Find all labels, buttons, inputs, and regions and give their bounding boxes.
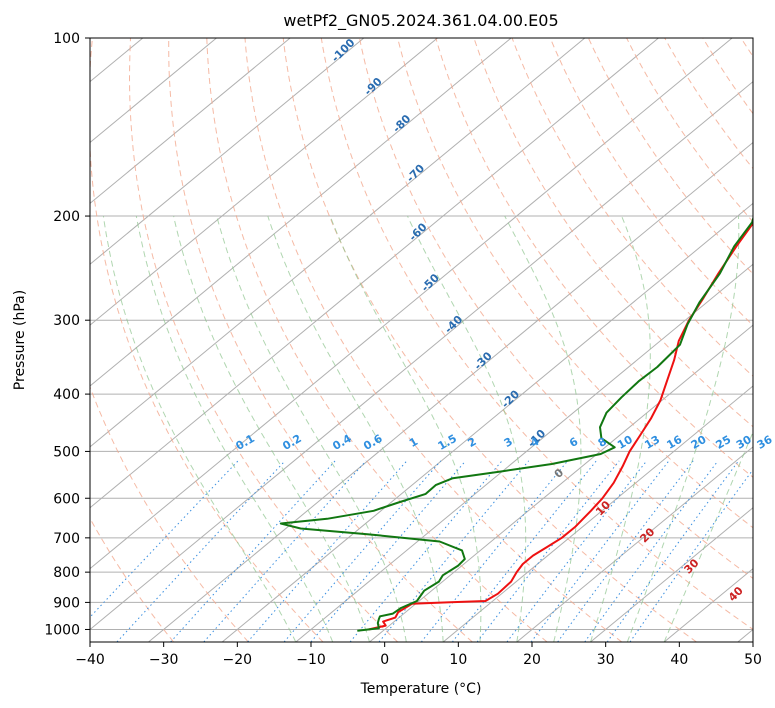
mixing-ratio-line — [116, 460, 286, 642]
y-tick-label: 1000 — [44, 622, 80, 638]
dry-adiabat-line — [128, 38, 399, 642]
isotherm-line — [148, 141, 753, 642]
y-tick-label: 300 — [53, 313, 80, 329]
isotherm-line — [221, 202, 753, 642]
isotherm-line — [90, 80, 753, 631]
plot-background — [90, 38, 753, 642]
x-tick-label: −40 — [75, 652, 105, 668]
dry-adiabat-line — [282, 38, 697, 642]
x-tick-label: 20 — [523, 652, 541, 668]
mixing-ratio-line — [170, 460, 336, 642]
x-tick-label: −20 — [223, 652, 253, 668]
dry-adiabat-line — [587, 38, 753, 275]
y-tick-label: 900 — [53, 595, 80, 611]
mixing-ratio-line — [203, 460, 367, 642]
moist-adiabat-line — [504, 215, 582, 642]
isotherm-line — [0, 38, 69, 642]
moist-adiabat-line — [267, 215, 444, 642]
isotherm-line — [90, 38, 438, 326]
moist-adiabat-line — [329, 215, 482, 642]
isotherm-line — [90, 38, 733, 570]
x-tick-label: −10 — [296, 652, 326, 668]
mixing-ratio-line — [584, 460, 719, 642]
dry-adiabat-line — [244, 38, 623, 642]
mixing-ratio-label: 36 — [755, 433, 775, 452]
mixing-ratio-line — [310, 460, 467, 642]
dry-adiabat-line — [511, 38, 753, 377]
isotherm-line — [90, 38, 586, 448]
x-tick-label: 0 — [380, 652, 389, 668]
mixing-ratio-line — [506, 460, 648, 642]
dry-adiabat-line — [320, 38, 753, 631]
isotherm-line — [90, 38, 291, 205]
isotherm-line — [90, 38, 365, 265]
mixing-ratio-line — [283, 460, 442, 642]
mixing-ratio-line — [420, 460, 569, 642]
mixing-ratio-line — [378, 460, 530, 642]
isotherm-line — [369, 324, 753, 642]
isotherm-line — [590, 507, 753, 642]
dewpoint-profile-line — [279, 215, 753, 632]
dry-adiabat-line — [206, 38, 548, 642]
x-tick-label: 50 — [744, 652, 762, 668]
mixing-ratio-line — [349, 460, 503, 642]
isotherm-line — [90, 38, 512, 387]
y-tick-label: 400 — [53, 387, 80, 403]
moist-adiabat-line — [407, 215, 527, 642]
x-tick-label: 30 — [597, 652, 615, 668]
dry-adiabat-line — [90, 517, 174, 642]
x-tick-label: −30 — [149, 652, 179, 668]
mixing-ratio-line — [530, 460, 670, 642]
moist-adiabat-line — [216, 215, 407, 642]
moist-adiabat-line — [135, 215, 334, 642]
mixing-ratio-line — [629, 468, 753, 642]
x-axis-label: Temperature (°C) — [360, 681, 482, 697]
dry-adiabat-line — [359, 38, 753, 579]
isotherm-line — [516, 446, 753, 642]
mixing-ratio-line — [606, 460, 740, 642]
dry-adiabat-line — [397, 38, 753, 529]
background-lines — [0, 38, 753, 642]
moist-adiabat-line — [626, 215, 740, 642]
moist-adiabat-line — [102, 215, 297, 642]
y-tick-label: 800 — [53, 565, 80, 581]
y-tick-label: 200 — [53, 209, 80, 225]
profile-lines — [279, 215, 753, 632]
y-tick-label: 100 — [53, 31, 80, 47]
isotherm-line — [90, 38, 217, 144]
plot-frame — [89, 37, 754, 643]
y-tick-label: 500 — [53, 444, 80, 460]
dry-adiabat-line — [168, 38, 473, 642]
moist-adiabat-line — [590, 215, 651, 642]
x-tick-label: 10 — [449, 652, 467, 668]
mixing-ratio-line — [90, 460, 239, 618]
isotherm-line — [442, 385, 753, 642]
moist-adiabat-line — [173, 215, 370, 642]
mixing-ratio-line — [557, 460, 694, 642]
isotherm-line — [90, 38, 659, 509]
dry-adiabat-line — [664, 38, 753, 170]
x-tick-label: 40 — [670, 652, 688, 668]
dry-adiabat-line — [90, 38, 324, 642]
temperature-profile-line — [368, 221, 753, 631]
chart-title: wetPf2_GN05.2024.361.04.00.E05 — [283, 11, 558, 31]
y-axis-label: Pressure (hPa) — [12, 290, 28, 390]
dry-adiabat-line — [435, 38, 753, 478]
moist-adiabat-line — [663, 430, 753, 642]
y-tick-label: 700 — [53, 531, 80, 547]
y-tick-label: 600 — [53, 491, 80, 507]
axis-ticks: −40 −30 −20 −10 0 10 20 30 40 50 100 200 300 400 500 60… — [44, 31, 762, 668]
